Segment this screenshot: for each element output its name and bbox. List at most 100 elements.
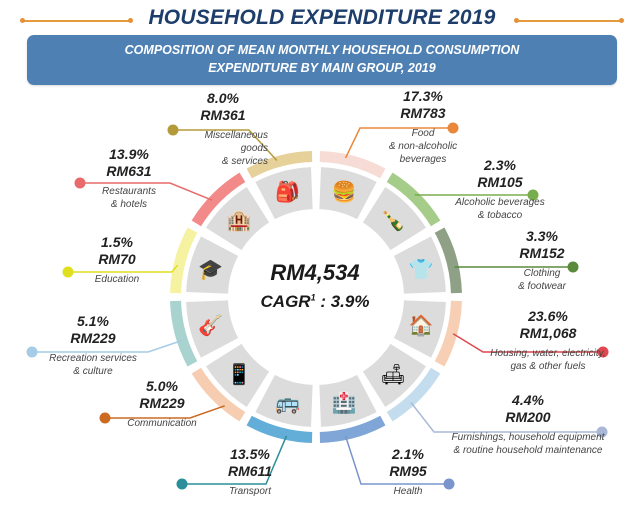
icon-cell bbox=[255, 374, 313, 427]
cagr-value: : 3.9% bbox=[315, 292, 370, 311]
graduation-icon: 🎓 bbox=[198, 257, 223, 281]
leader-line bbox=[344, 435, 449, 485]
category-label: 2.1% RM95 Health bbox=[368, 446, 448, 498]
category-name-line: Alcoholic beverages bbox=[455, 197, 545, 208]
category-label: 5.1% RM229 Recreation services & culture bbox=[28, 313, 158, 378]
category-percent: 4.4% bbox=[512, 392, 544, 408]
leader-dot bbox=[447, 122, 459, 134]
leader-dot bbox=[567, 261, 579, 273]
icon-cell bbox=[393, 236, 446, 294]
category-amount: RM361 bbox=[200, 107, 246, 123]
category-name-line: Food bbox=[411, 128, 435, 139]
category-label: 1.5% RM70 Education bbox=[72, 234, 162, 286]
icon-cell bbox=[362, 186, 427, 251]
subtitle-line-1: COMPOSITION OF MEAN MONTHLY HOUSEHOLD CO… bbox=[124, 43, 520, 57]
category-amount: RM152 bbox=[519, 245, 565, 261]
title-decor-dot bbox=[128, 18, 133, 23]
category-percent: 23.6% bbox=[528, 308, 568, 324]
category-name-line: & non-alcoholic bbox=[388, 141, 458, 152]
leader-dot bbox=[167, 124, 179, 136]
category-name: Miscellaneous goods & services bbox=[178, 129, 268, 168]
icon-cell bbox=[319, 167, 377, 220]
icon-cell bbox=[186, 300, 239, 358]
category-label: 13.5% RM611 Transport bbox=[210, 446, 290, 498]
category-label: 4.4% RM200 Furnishings, household equipmen… bbox=[438, 392, 618, 457]
category-name-line: goods bbox=[240, 143, 268, 154]
category-label: 17.3% RM783 Food & non-alcoholic beverages bbox=[368, 88, 478, 166]
furnishings-icon: 🛋 bbox=[380, 362, 405, 386]
category-name-line: Restaurants bbox=[102, 186, 156, 197]
category-name-line: beverages bbox=[399, 154, 447, 165]
category-percent: 8.0% bbox=[207, 90, 239, 106]
center-cagr: CAGR1 : 3.9% bbox=[215, 292, 415, 312]
category-name-line: Housing, water, electricity, bbox=[490, 348, 606, 359]
house-icon: 🏠 bbox=[409, 313, 434, 337]
category-name-line: Education bbox=[94, 274, 140, 285]
category-name: Furnishings, household equipment & routin… bbox=[438, 431, 618, 457]
category-label: 2.3% RM105 Alcoholic beverages & tobacco bbox=[430, 157, 570, 222]
cagr-footnote-mark: 1 bbox=[310, 292, 316, 303]
food-icon: 🍔 bbox=[332, 180, 357, 204]
ring-segment bbox=[434, 300, 462, 367]
leader-dot bbox=[597, 346, 609, 358]
category-amount: RM229 bbox=[139, 395, 185, 411]
category-label: 8.0% RM361 Miscellaneous goods & services bbox=[178, 90, 268, 168]
icon-cell bbox=[319, 374, 377, 427]
category-name-line: Clothing bbox=[523, 268, 561, 279]
category-name-line: Miscellaneous bbox=[204, 130, 268, 141]
category-percent: 3.3% bbox=[526, 228, 558, 244]
category-name: Clothing & footwear bbox=[487, 267, 597, 293]
category-label: 23.6% RM1,068 Housing, water, electricity,… bbox=[478, 308, 618, 373]
leader-line bbox=[344, 127, 453, 159]
leader-line bbox=[68, 264, 179, 273]
category-name-line: Transport bbox=[228, 486, 272, 497]
ring-segment bbox=[191, 367, 246, 422]
leader-dot bbox=[26, 346, 38, 358]
category-percent: 13.9% bbox=[109, 146, 149, 162]
category-name-line: & services bbox=[221, 156, 268, 167]
leader-dot bbox=[74, 177, 86, 189]
bottle-icon: 🍾 bbox=[381, 208, 406, 232]
category-amount: RM631 bbox=[106, 163, 152, 179]
title-decor-dot bbox=[514, 18, 519, 23]
icon-cell bbox=[362, 343, 427, 408]
ring-segment bbox=[386, 367, 441, 422]
category-name-line: Furnishings, household equipment bbox=[451, 432, 605, 443]
category-label: 5.0% RM229 Communication bbox=[112, 378, 212, 430]
subtitle-text: COMPOSITION OF MEAN MONTHLY HOUSEHOLD CO… bbox=[27, 41, 617, 77]
category-name-line: Communication bbox=[127, 418, 197, 429]
category-name: Alcoholic beverages & tobacco bbox=[430, 196, 570, 222]
category-amount: RM70 bbox=[98, 251, 136, 267]
category-name: Education bbox=[72, 273, 162, 286]
category-percent: 13.5% bbox=[230, 446, 270, 462]
category-name: Communication bbox=[112, 417, 212, 430]
category-percent: 2.3% bbox=[484, 157, 516, 173]
clothing-icon: 👕 bbox=[409, 257, 434, 281]
category-percent: 2.1% bbox=[392, 446, 424, 462]
category-name-line: Recreation services bbox=[49, 353, 137, 364]
center-total: RM4,534 bbox=[270, 260, 360, 285]
category-label: 3.3% RM152 Clothing & footwear bbox=[487, 228, 597, 293]
leader-line bbox=[32, 340, 182, 353]
category-name: Food & non-alcoholic beverages bbox=[368, 127, 478, 166]
category-amount: RM95 bbox=[389, 463, 427, 479]
leader-dot bbox=[527, 189, 539, 201]
icon-cell bbox=[205, 343, 270, 408]
category-name: Restaurants & hotels bbox=[84, 185, 174, 211]
category-name: Health bbox=[368, 485, 448, 498]
page-title: HOUSEHOLD EXPENDITURE 2019 bbox=[148, 6, 496, 29]
category-amount: RM783 bbox=[400, 105, 446, 121]
hotel-icon: 🏨 bbox=[226, 208, 251, 232]
ring-segment bbox=[319, 151, 386, 179]
category-name-line: gas & other fuels bbox=[510, 361, 586, 372]
category-name-line: & footwear bbox=[518, 281, 566, 292]
ring-segment bbox=[386, 172, 441, 227]
leader-dot bbox=[176, 478, 188, 490]
subtitle-line-2: EXPENDITURE BY MAIN GROUP, 2019 bbox=[208, 61, 436, 75]
category-amount: RM105 bbox=[477, 174, 523, 190]
category-percent: 5.1% bbox=[77, 313, 109, 329]
ring-segment bbox=[319, 415, 386, 443]
category-name: Transport bbox=[210, 485, 290, 498]
category-name-line: Health bbox=[393, 486, 423, 497]
icon-cell bbox=[186, 236, 239, 294]
